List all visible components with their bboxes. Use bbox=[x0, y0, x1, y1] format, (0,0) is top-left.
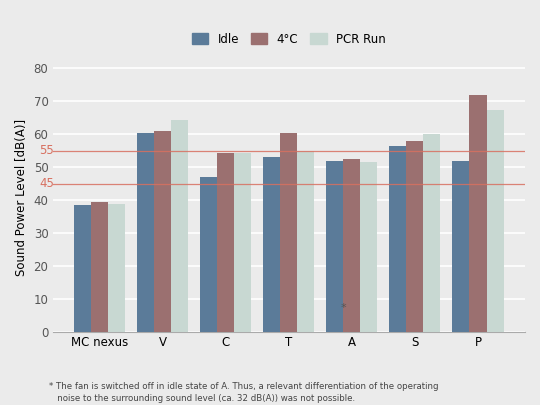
Bar bbox=[171, 119, 188, 333]
Bar bbox=[487, 110, 503, 333]
Bar bbox=[137, 133, 154, 333]
Bar bbox=[343, 159, 360, 333]
Bar bbox=[154, 131, 171, 333]
Bar bbox=[280, 133, 298, 333]
Text: 45: 45 bbox=[39, 177, 54, 190]
Bar bbox=[389, 146, 407, 333]
Bar bbox=[453, 161, 469, 333]
Bar bbox=[234, 153, 251, 333]
Text: *: * bbox=[341, 303, 346, 313]
Legend: Idle, 4°C, PCR Run: Idle, 4°C, PCR Run bbox=[192, 32, 386, 45]
Text: 55: 55 bbox=[39, 144, 54, 158]
Bar bbox=[423, 134, 441, 333]
Bar bbox=[326, 161, 343, 333]
Bar bbox=[74, 205, 91, 333]
Bar bbox=[200, 177, 217, 333]
Bar bbox=[407, 141, 423, 333]
Bar bbox=[217, 153, 234, 333]
Y-axis label: Sound Power Level [dB(A)]: Sound Power Level [dB(A)] bbox=[15, 119, 28, 276]
Text: * The fan is switched off in idle state of A. Thus, a relevant differentiation o: * The fan is switched off in idle state … bbox=[49, 382, 438, 403]
Bar bbox=[108, 204, 125, 333]
Bar bbox=[264, 158, 280, 333]
Bar bbox=[91, 202, 108, 333]
Bar bbox=[360, 162, 377, 333]
Bar bbox=[298, 151, 314, 333]
Bar bbox=[469, 95, 487, 333]
